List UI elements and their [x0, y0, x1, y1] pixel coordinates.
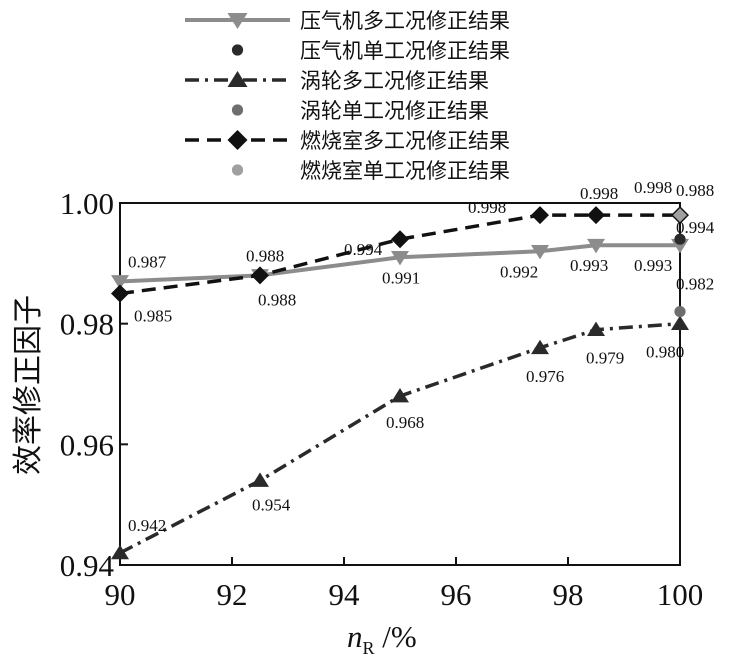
series-2-point-marker — [587, 321, 605, 336]
legend-marker-0 — [227, 13, 248, 29]
legend-marker-4 — [227, 130, 248, 150]
x-tick-label: 96 — [441, 577, 472, 612]
series-0-point-marker — [587, 238, 605, 254]
plot-frame — [119, 202, 681, 566]
series-2-point-marker — [111, 544, 129, 560]
y-tick-label: 0.98 — [60, 307, 114, 342]
series-0-data-label: 0.993 — [570, 256, 608, 275]
series-5-data-label: 0.988 — [676, 181, 714, 200]
legend-label-1: 压气机单工况修正结果 — [300, 39, 510, 63]
series-2-data-label: 0.954 — [252, 496, 291, 515]
series-4-data-label: 0.985 — [134, 307, 172, 326]
legend-marker-3 — [231, 104, 244, 116]
x-axis-title-subscript: R — [363, 638, 375, 658]
series-0-point-marker — [391, 251, 409, 266]
y-tick-label: 1.00 — [60, 186, 114, 221]
series-3-data-label: 0.982 — [676, 275, 714, 294]
series-2-data-label: 0.980 — [646, 343, 684, 362]
series-2-point-marker — [671, 315, 689, 330]
series-3-point-marker — [674, 306, 686, 318]
series-4-point-marker — [391, 230, 409, 249]
x-axis-title: nR /% — [347, 619, 417, 658]
series-4-point-marker — [251, 266, 269, 285]
legend-label-0: 压气机多工况修正结果 — [300, 9, 510, 33]
series-4-data-label: 0.994 — [344, 240, 383, 259]
series-0-point-marker — [531, 244, 549, 260]
x-axis-ticks: 90 92 94 96 98 100 — [105, 557, 704, 612]
series-2-point-marker — [391, 387, 409, 403]
legend-marker-5 — [231, 164, 244, 176]
series-4-data-label: 0.998 — [468, 198, 506, 217]
series-0-data-label: 0.987 — [128, 252, 167, 271]
series-2-data-label: 0.968 — [386, 413, 424, 432]
series-0-data-label: 0.993 — [634, 256, 672, 275]
series-0-data-label: 0.991 — [382, 268, 420, 287]
series-4-point-marker — [587, 206, 605, 225]
x-axis-title-main: n — [347, 619, 363, 654]
x-tick-label: 90 — [105, 577, 136, 612]
x-tick-label: 98 — [553, 577, 584, 612]
y-tick-label: 0.94 — [60, 548, 115, 583]
series-2-data-label: 0.976 — [526, 367, 564, 386]
series-line-4 — [119, 213, 680, 296]
series-0-point-marker — [671, 238, 689, 254]
plot-border — [119, 202, 681, 566]
series-line-2 — [119, 321, 681, 555]
series-0-data-label: 0.992 — [500, 262, 538, 281]
y-tick-label: 0.96 — [60, 427, 114, 462]
y-axis-title: 效率修正因子 — [11, 295, 46, 475]
series-4-data-label: 0.998 — [580, 184, 618, 203]
series-4-point-marker — [111, 284, 129, 303]
series-0-data-label: 0.988 — [246, 246, 284, 265]
series-2-data-label: 0.979 — [586, 349, 624, 368]
legend-label-2: 涡轮多工况修正结果 — [300, 69, 489, 93]
series-4-point-marker — [531, 206, 549, 225]
legend-label-5: 燃烧室单工况修正结果 — [300, 159, 510, 183]
series-layer — [111, 206, 689, 560]
series-line-0 — [119, 243, 680, 284]
legend: 压气机多工况修正结果压气机单工况修正结果涡轮多工况修正结果涡轮单工况修正结果燃烧… — [185, 9, 510, 183]
series-1-data-label: 0.994 — [676, 218, 715, 237]
x-tick-label: 94 — [329, 577, 361, 612]
series-2-data-label: 0.942 — [128, 516, 166, 535]
legend-marker-2 — [227, 71, 248, 87]
series-4-data-label: 0.998 — [634, 178, 672, 197]
series-2-point-marker — [531, 339, 549, 355]
legend-marker-1 — [231, 44, 244, 56]
x-axis-title-unit: /% — [375, 619, 417, 654]
series-1-point-marker — [674, 233, 686, 245]
x-tick-label: 92 — [217, 577, 248, 612]
series-0-point-marker — [111, 275, 129, 290]
series-4-data-label: 0.988 — [258, 290, 296, 309]
legend-label-3: 涡轮单工况修正结果 — [300, 99, 489, 123]
x-tick-label: 100 — [657, 577, 704, 612]
y-axis-ticks: 0.94 0.96 0.98 1.00 — [60, 186, 128, 583]
series-5-point-marker — [673, 208, 687, 223]
series-2-point-marker — [251, 472, 269, 487]
legend-label-4: 燃烧室多工况修正结果 — [300, 129, 510, 153]
